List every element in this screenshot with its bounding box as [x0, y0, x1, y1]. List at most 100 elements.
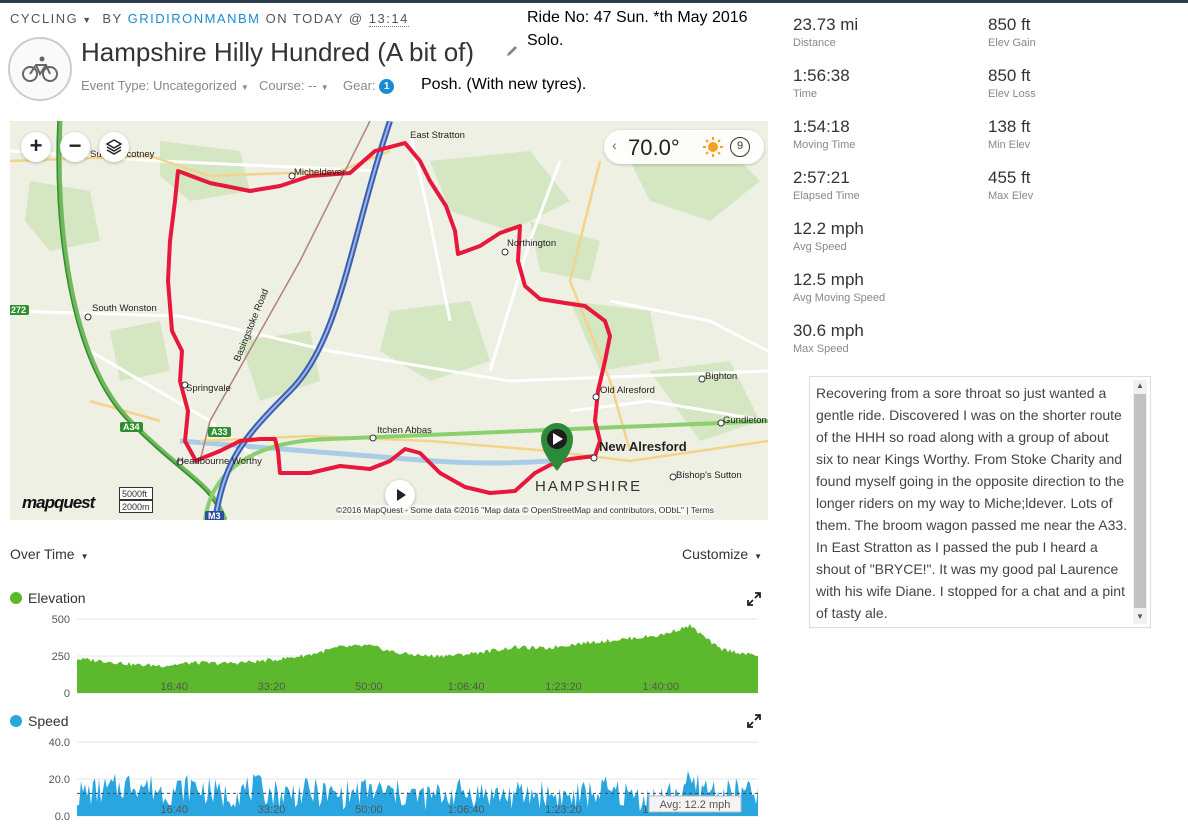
- y-tick-label: 20.0: [49, 774, 70, 786]
- page-title: Hampshire Hilly Hundred (A bit of): [81, 37, 475, 67]
- stat-label: Elapsed Time: [793, 190, 860, 202]
- over-time-dropdown[interactable]: Over Time ▼: [10, 546, 89, 562]
- map-layers-button[interactable]: [99, 132, 129, 162]
- bicycle-icon: [22, 56, 58, 82]
- athlete-link[interactable]: GRIDIRONMANBM: [127, 11, 261, 26]
- place-bishops-sutton: Bishop's Sutton: [676, 470, 742, 481]
- average-badge: Avg: 12.2 mph: [648, 795, 742, 813]
- temperature: 70.0°: [628, 135, 680, 160]
- start-marker[interactable]: [541, 423, 573, 471]
- gear-selector[interactable]: Gear: 1: [343, 78, 395, 94]
- average-badge-bg: [648, 795, 742, 813]
- event-type-dropdown[interactable]: Event Type: Uncategorized ▼: [81, 78, 249, 93]
- play-icon: [397, 489, 406, 501]
- stat-label: Avg Moving Speed: [793, 292, 886, 304]
- stat-elapsed-time: 2:57:21 Elapsed Time: [793, 168, 860, 202]
- customize-dropdown[interactable]: Customize ▼: [682, 546, 762, 562]
- weather-widget[interactable]: ‹ 70.0° 9: [604, 130, 764, 164]
- map-attribution[interactable]: ©2016 MapQuest - Some data ©2016 "Map da…: [336, 505, 714, 515]
- y-tick-label: 0.0: [55, 811, 70, 823]
- gear-count-badge[interactable]: 1: [379, 79, 395, 94]
- stat-value: 138 ft: [988, 117, 1031, 136]
- elevation-chart[interactable]: 0 250 500 16:40 33:20 50:00 1:06:40 1:23:20 1:40…: [0, 610, 770, 700]
- bike-note: Posh. (With new tyres).: [421, 76, 587, 93]
- place-east-stratton: East Stratton: [410, 130, 465, 141]
- chevron-down-icon[interactable]: ▼: [82, 15, 92, 25]
- speed-area: [77, 770, 758, 816]
- stat-moving-time: 1:54:18 Moving Time: [793, 117, 855, 151]
- x-tick-label: 1:23:20: [545, 804, 582, 816]
- stat-avg-moving-speed: 12.5 mph Avg Moving Speed: [793, 270, 885, 304]
- stat-label: Time: [793, 88, 818, 100]
- activity-type-dropdown[interactable]: CYCLING: [10, 11, 79, 26]
- stat-time: 1:56:38 Time: [793, 66, 850, 100]
- activity-time[interactable]: 13:14: [368, 11, 409, 27]
- stat-distance: 23.73 mi Distance: [793, 15, 858, 49]
- place-headbourne-worthy: Headbourne Worthy: [177, 456, 262, 467]
- x-tick-label: 16:40: [161, 681, 189, 693]
- place-bighton: Bighton: [705, 371, 738, 382]
- elevation-legend[interactable]: Elevation: [10, 590, 86, 606]
- y-tick-label: 250: [52, 651, 70, 663]
- description-scrollbar[interactable]: ▲ ▼: [1133, 380, 1147, 624]
- average-label: Avg: 12.2 mph: [660, 799, 731, 811]
- zoom-out-button[interactable]: −: [60, 132, 90, 162]
- place-micheldever: Micheldever: [294, 167, 346, 178]
- road-label-a34: A34: [120, 422, 143, 432]
- place-old-alresford: Old Alresford: [600, 385, 655, 396]
- stat-elev-gain: 850 ft Elev Gain: [988, 15, 1036, 49]
- expand-icon[interactable]: [747, 592, 761, 606]
- stat-value: 455 ft: [988, 168, 1031, 187]
- route-map[interactable]: East Stratton Micheldever Sutton Scotney…: [10, 121, 768, 520]
- place-hampshire: HAMPSHIRE: [535, 478, 643, 495]
- scroll-up-icon[interactable]: ▲: [1136, 381, 1144, 390]
- stat-label: Elev Gain: [988, 37, 1036, 49]
- by-label: BY: [102, 11, 123, 26]
- course-dropdown[interactable]: Course: -- ▼: [259, 78, 329, 93]
- map-canvas: [10, 121, 768, 520]
- scroll-down-icon[interactable]: ▼: [1136, 612, 1144, 621]
- x-tick-label: 1:06:40: [448, 804, 485, 816]
- stat-label: Max Elev: [988, 190, 1034, 202]
- stat-label: Moving Time: [793, 139, 856, 151]
- zoom-in-button[interactable]: +: [21, 132, 51, 162]
- over-time-label: Over Time: [10, 546, 75, 562]
- stat-label: Elev Loss: [988, 88, 1036, 100]
- cycling-avatar: [8, 37, 72, 101]
- stat-value: 1:56:38: [793, 66, 850, 85]
- map-scale: 5000ft 2000m: [119, 487, 153, 513]
- wind-speed-icon: 9: [730, 137, 750, 157]
- scrollbar-thumb[interactable]: [1134, 394, 1146, 608]
- speed-legend[interactable]: Speed: [10, 713, 68, 729]
- expand-icon[interactable]: [747, 714, 761, 728]
- stat-value: 30.6 mph: [793, 321, 864, 340]
- chevron-left-icon[interactable]: ‹: [612, 137, 617, 153]
- edit-pencil-icon[interactable]: [505, 44, 519, 58]
- elevation-area: [77, 623, 758, 693]
- stat-elev-loss: 850 ft Elev Loss: [988, 66, 1036, 100]
- road-label-a33: A33: [208, 427, 231, 437]
- scale-ft: 5000ft: [119, 487, 153, 500]
- stat-avg-speed: 12.2 mph Avg Speed: [793, 219, 864, 253]
- chevron-down-icon: ▼: [754, 552, 763, 561]
- description-box[interactable]: Recovering from a sore throat so just wa…: [809, 376, 1151, 628]
- stat-label: Max Speed: [793, 343, 849, 355]
- speed-chart[interactable]: 0.0 20.0 40.0 16:40 33:20 50:00 1:06:40 1:23:20…: [0, 734, 770, 828]
- x-tick-label: 1:40:00: [642, 681, 679, 693]
- place-northington: Northington: [507, 238, 557, 249]
- ride-number-note: Ride No: 47 Sun. *th May 2016: [527, 9, 748, 26]
- stat-label: Min Elev: [988, 139, 1031, 151]
- place-gundleton: Gundleton: [723, 415, 767, 426]
- place-new-alresford: New Alresford: [599, 439, 687, 454]
- place-itchen-abbas: Itchen Abbas: [377, 425, 432, 436]
- x-tick-label: 33:20: [258, 681, 286, 693]
- stat-label: Avg Speed: [793, 241, 847, 253]
- on-label: ON TODAY @: [265, 11, 364, 26]
- stat-value: 12.5 mph: [793, 270, 864, 289]
- stat-label: Distance: [793, 37, 836, 49]
- x-tick-label: 1:23:20: [545, 681, 582, 693]
- customize-label: Customize: [682, 546, 749, 562]
- stat-max-elev: 455 ft Max Elev: [988, 168, 1033, 202]
- layers-icon: [105, 139, 123, 155]
- stat-value: 1:54:18: [793, 117, 850, 136]
